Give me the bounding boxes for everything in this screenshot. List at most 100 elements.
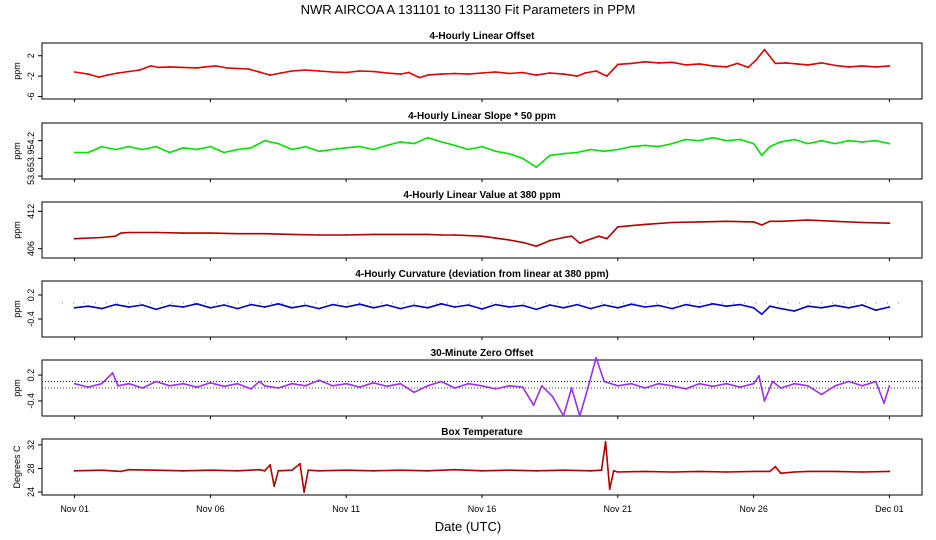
data-point bbox=[630, 62, 633, 65]
y-tick-label: 0.2 bbox=[26, 369, 36, 382]
series-line-slope bbox=[74, 136, 890, 168]
data-point bbox=[603, 380, 606, 383]
data-point bbox=[612, 469, 615, 472]
data-point bbox=[576, 303, 578, 306]
data-point bbox=[597, 235, 600, 238]
data-point bbox=[73, 382, 76, 385]
data-point bbox=[358, 70, 361, 72]
data-point bbox=[711, 302, 714, 305]
y-tick-label: 53.6 bbox=[26, 167, 36, 185]
data-point bbox=[807, 384, 809, 387]
data-point bbox=[508, 152, 511, 155]
data-point bbox=[834, 470, 836, 473]
data-point bbox=[644, 387, 646, 389]
data-point bbox=[149, 65, 152, 67]
data-point bbox=[883, 402, 885, 404]
data-point bbox=[453, 234, 456, 236]
data-point bbox=[345, 71, 348, 74]
data-point bbox=[657, 382, 660, 385]
data-point bbox=[318, 307, 320, 310]
data-point bbox=[182, 306, 185, 308]
data-point bbox=[874, 380, 877, 383]
data-point bbox=[345, 382, 348, 385]
data-point bbox=[87, 151, 90, 154]
data-point bbox=[128, 468, 130, 471]
data-point bbox=[372, 381, 375, 384]
data-point bbox=[549, 72, 551, 74]
data-point bbox=[725, 139, 728, 142]
data-point bbox=[834, 220, 836, 223]
data-point bbox=[128, 70, 130, 73]
data-point bbox=[758, 375, 760, 377]
x-tick-label: Nov 16 bbox=[468, 504, 497, 514]
data-point bbox=[549, 304, 551, 306]
data-point bbox=[318, 469, 320, 472]
series-line-box_temperature bbox=[74, 441, 890, 493]
data-point bbox=[157, 66, 160, 69]
data-point bbox=[576, 151, 578, 154]
data-point bbox=[236, 148, 239, 151]
y-axis-label: Degrees C bbox=[12, 445, 22, 489]
data-point bbox=[774, 62, 777, 65]
data-point bbox=[861, 140, 864, 143]
data-point bbox=[595, 70, 597, 72]
data-point bbox=[195, 386, 198, 389]
data-point bbox=[671, 384, 674, 387]
data-point bbox=[807, 63, 809, 66]
data-point bbox=[250, 146, 253, 149]
data-point bbox=[874, 309, 877, 312]
data-point bbox=[168, 66, 171, 68]
data-point bbox=[630, 303, 633, 306]
data-point bbox=[535, 166, 538, 169]
panel-6: Box Temperature 32 28 24 Degrees C bbox=[12, 427, 923, 498]
data-point bbox=[589, 469, 592, 472]
data-point bbox=[399, 469, 402, 472]
data-point bbox=[258, 71, 261, 73]
data-point bbox=[182, 382, 185, 385]
data-point bbox=[739, 386, 741, 389]
data-point bbox=[426, 384, 429, 387]
data-point bbox=[711, 385, 714, 388]
data-point bbox=[269, 464, 272, 466]
data-point bbox=[888, 384, 891, 387]
panel-4: 4-Hourly Curvature (deviation from linea… bbox=[12, 269, 923, 340]
data-point bbox=[467, 382, 470, 385]
panel-5: 30-Minute Zero Offset 0.2 -0.4 ppm bbox=[12, 348, 923, 419]
data-point bbox=[494, 150, 497, 153]
y-tick-label: 0.2 bbox=[26, 289, 36, 302]
panel-title: 4-Hourly Linear Value at 380 ppm bbox=[403, 190, 560, 201]
x-axis: Nov 01 Nov 06 Nov 11 Nov 16 Nov 21 Nov 26 Dec … bbox=[60, 504, 903, 514]
data-point bbox=[247, 68, 250, 70]
data-point bbox=[521, 241, 524, 244]
data-point bbox=[358, 145, 361, 148]
data-point bbox=[888, 65, 891, 67]
data-point bbox=[698, 382, 701, 385]
data-point bbox=[440, 302, 443, 305]
data-point bbox=[358, 303, 361, 306]
data-point bbox=[236, 232, 239, 235]
data-point bbox=[576, 75, 578, 77]
data-point bbox=[779, 140, 782, 143]
data-point bbox=[304, 145, 307, 148]
data-point bbox=[847, 380, 850, 383]
x-tick-label: Nov 21 bbox=[604, 504, 633, 514]
data-point bbox=[141, 148, 144, 151]
data-point bbox=[138, 69, 141, 71]
data-point bbox=[630, 145, 633, 148]
panel-title: Box Temperature bbox=[441, 427, 523, 438]
y-axis-label: ppm bbox=[12, 62, 22, 80]
data-point bbox=[100, 382, 103, 385]
data-point bbox=[386, 144, 388, 147]
data-point bbox=[318, 234, 320, 236]
series-line-value_380 bbox=[74, 219, 890, 247]
data-point bbox=[195, 148, 198, 151]
data-point bbox=[318, 379, 320, 382]
data-point bbox=[263, 232, 266, 235]
data-point bbox=[182, 232, 185, 235]
data-point bbox=[725, 382, 728, 385]
data-point bbox=[87, 73, 90, 75]
data-point bbox=[494, 303, 497, 306]
data-point bbox=[128, 231, 130, 234]
data-point bbox=[290, 469, 293, 472]
